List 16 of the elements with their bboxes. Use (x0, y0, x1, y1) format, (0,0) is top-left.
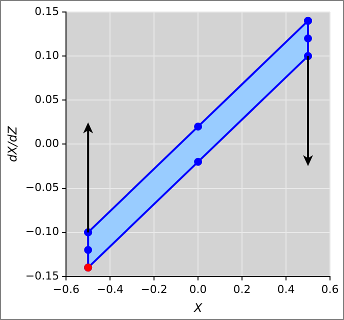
x-axis-title: X (192, 300, 203, 315)
x-tick-label: −0.6 (52, 282, 80, 296)
y-tick-label: −0.15 (25, 269, 60, 282)
x-tick-label: 0.4 (277, 282, 295, 296)
y-axis-title: dX/dZ (5, 126, 20, 162)
y-tick-label: 0.10 (34, 48, 60, 62)
x-tick-label: 0.6 (321, 282, 339, 296)
x-tick-label: −0.2 (140, 282, 168, 296)
x-tick-label: 0.2 (233, 282, 251, 296)
y-tick-label: 0.00 (34, 137, 60, 150)
y-tick-label: 0.15 (34, 4, 60, 18)
y-tick-label: 0.05 (34, 92, 60, 106)
x-tick-label: 0.0 (189, 282, 207, 296)
x-tick-label: −0.4 (96, 282, 124, 296)
y-tick-label: −0.05 (25, 181, 60, 194)
y-tick-label: −0.10 (25, 225, 60, 238)
